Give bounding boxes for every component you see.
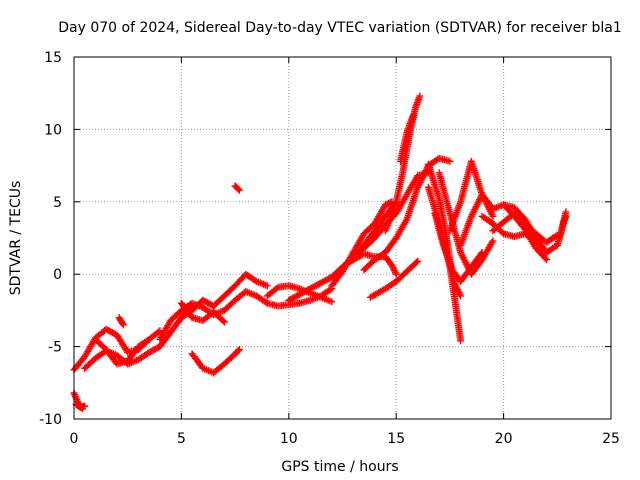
series-markers: [115, 314, 127, 329]
series-arc17: [349, 250, 400, 278]
x-tick-label: 15: [387, 431, 405, 447]
series-arc20: [397, 111, 417, 165]
axis-ticks: 0 5 10 15 20 25 -10 -5 0 5 10 15: [39, 50, 620, 447]
y-tick-label: -10: [39, 412, 62, 428]
data-points: [70, 92, 570, 413]
series-arc12: [263, 282, 336, 306]
series-markers: [349, 250, 400, 278]
y-axis-label: SDTVAR / TECUs: [8, 181, 24, 296]
x-tick-label: 10: [280, 431, 298, 447]
series-arc31: [555, 212, 570, 242]
series-arc18: [366, 257, 422, 301]
series-arc10: [188, 346, 243, 377]
y-tick-label: 15: [44, 50, 62, 66]
series-arc29: [500, 201, 551, 264]
series-markers: [177, 270, 271, 322]
x-tick-label: 0: [70, 431, 79, 447]
y-tick-label: 5: [53, 195, 62, 211]
series-markers: [555, 212, 570, 242]
y-tick-label: 10: [44, 122, 62, 138]
y-tick-label: -5: [48, 340, 62, 356]
series-markers: [177, 299, 228, 326]
x-tick-label: 5: [177, 431, 186, 447]
series-arc2: [72, 401, 89, 411]
series-markers: [500, 201, 551, 264]
x-axis-label: GPS time / hours: [281, 459, 398, 475]
x-tick-label: 20: [495, 431, 513, 447]
series-arc5: [92, 335, 153, 368]
series-arc6: [115, 314, 127, 329]
series-markers: [72, 401, 89, 411]
x-tick-label: 25: [602, 431, 620, 447]
series-markers: [263, 282, 336, 306]
series-markers: [92, 335, 153, 368]
series-arc11: [231, 182, 243, 194]
chart-title: Day 070 of 2024, Sidereal Day-to-day VTE…: [58, 20, 621, 36]
y-tick-label: 0: [53, 267, 62, 283]
series-markers: [397, 111, 417, 165]
plot-frame: [73, 56, 612, 420]
series-arc8: [177, 270, 271, 322]
series-markers: [231, 182, 243, 194]
series-markers: [366, 257, 422, 301]
series-markers: [188, 346, 243, 377]
series-arc9: [177, 299, 228, 326]
